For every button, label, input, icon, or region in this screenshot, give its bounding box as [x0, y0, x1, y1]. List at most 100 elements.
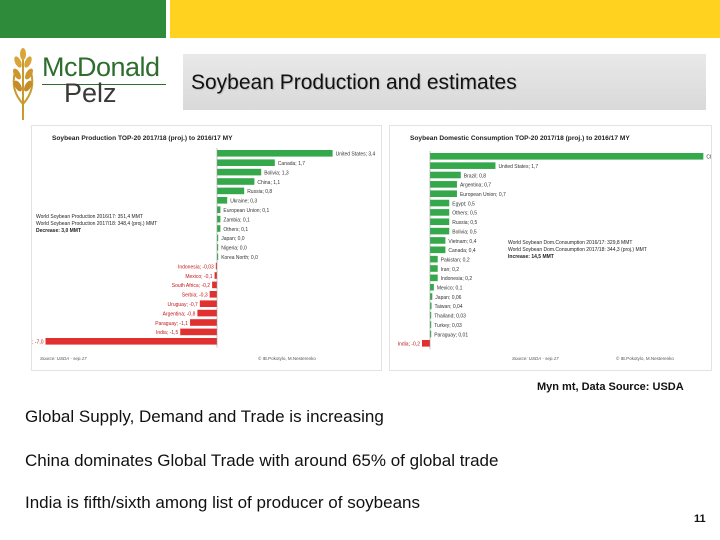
bar	[217, 206, 221, 213]
data-label: Others; 0,5	[452, 211, 477, 217]
annotation-text: World Soybean Production 2016/17: 351,4 …	[36, 214, 143, 220]
bar	[430, 162, 496, 169]
bar	[217, 225, 221, 232]
bar	[430, 265, 438, 272]
consumption-chart-panel: Soybean Domestic Consumption TOP-20 2017…	[389, 125, 712, 371]
production-chart-panel: Soybean Production TOP-20 2017/18 (proj.…	[31, 125, 382, 371]
data-label: Turkey; 0,03	[434, 323, 462, 329]
data-label: Argentina; 0,7	[460, 183, 491, 189]
bullet-point: India is fifth/sixth among list of produ…	[25, 493, 420, 512]
bar	[209, 291, 217, 298]
data-source-caption: Myn mt, Data Source: USDA	[537, 381, 684, 393]
bar	[430, 199, 450, 207]
bar	[430, 293, 433, 300]
bar	[430, 246, 446, 254]
production-chart: Soybean Production TOP-20 2017/18 (proj.…	[32, 135, 376, 361]
wheat-icon	[12, 48, 34, 120]
bar	[215, 262, 217, 270]
bar	[430, 171, 461, 179]
data-label: India; -1,5	[156, 330, 178, 336]
data-label: India; -0,2	[398, 342, 420, 348]
bar	[430, 190, 457, 197]
slide-title-box: Soybean Production and estimates	[183, 54, 706, 110]
bar	[430, 274, 438, 282]
data-label: Egypt; 0,5	[452, 201, 475, 207]
chart-credit: © IB.Pokotylo, M.Nesterenko	[258, 355, 316, 361]
bar	[430, 321, 432, 328]
bar	[430, 255, 438, 263]
bar	[430, 330, 432, 338]
bullet-point: China dominates Global Trade with around…	[25, 451, 499, 470]
logo-divider	[42, 84, 166, 85]
data-label: European Union; 0,1	[223, 208, 269, 214]
bar	[217, 244, 219, 251]
data-label: Japan; 0,06	[435, 295, 461, 301]
slide-title: Soybean Production and estimates	[191, 71, 517, 94]
bar	[214, 272, 217, 279]
bar	[217, 168, 262, 176]
bar	[212, 281, 217, 289]
top-bar-green	[0, 0, 166, 38]
data-label: China; 7,1	[706, 155, 711, 161]
data-label: Mexico; 0,1	[437, 286, 463, 292]
data-label: Bolivia; 0,5	[452, 229, 477, 235]
bar	[430, 302, 432, 310]
bar	[197, 309, 217, 317]
data-label: Brazil; 0,8	[464, 173, 486, 179]
data-label: Canada; 1,7	[278, 161, 305, 167]
consumption-chart: Soybean Domestic Consumption TOP-20 2017…	[398, 135, 711, 361]
data-label: Paraguay; 0,01	[434, 332, 468, 338]
chart-title: Soybean Production TOP-20 2017/18 (proj.…	[52, 135, 233, 142]
data-label: South Africa; -0,2	[172, 283, 211, 289]
annotation-text: Increase: 14,5 MMT	[508, 254, 554, 260]
bar	[430, 153, 704, 160]
data-label: Mexico; -0,1	[185, 274, 212, 280]
data-label: Iran; 0,2	[441, 267, 460, 273]
bar	[45, 338, 217, 345]
annotation-text: World Soybean Production 2017/18: 348,4 …	[36, 221, 157, 227]
bar	[190, 319, 217, 326]
bar	[430, 311, 432, 319]
logo-text-mcdonald: McDonald	[42, 52, 160, 82]
data-label: Pakistan; 0,2	[441, 257, 470, 263]
page-number: 11	[694, 513, 706, 525]
bar	[217, 215, 221, 223]
top-bar-yellow	[170, 0, 720, 38]
chart-source: Source: USDA - sep.17	[40, 356, 87, 361]
data-label: Nigeria; 0,0	[221, 246, 247, 252]
bar	[217, 187, 245, 195]
data-label: Ukraine; 0,3	[230, 199, 257, 205]
bar	[217, 150, 333, 157]
bullet-point: Global Supply, Demand and Trade is incre…	[25, 407, 384, 426]
bar	[422, 340, 430, 347]
data-label: Japan; 0,0	[221, 236, 245, 242]
bar	[217, 253, 219, 260]
data-label: Brazil; -7,0	[32, 340, 44, 346]
bar	[180, 328, 217, 336]
chart-source: Source: USDA - sep.17	[512, 356, 559, 361]
data-label: Russia; 0,5	[452, 220, 477, 226]
data-label: Zambia; 0,1	[223, 217, 250, 223]
bar	[430, 283, 434, 291]
company-logo: McDonald Pelz	[6, 44, 166, 120]
data-label: Vietnam; 0,4	[448, 239, 476, 245]
bar	[430, 209, 450, 216]
data-label: Others; 0,1	[223, 227, 248, 233]
data-label: Thailand; 0,03	[434, 314, 466, 320]
bar	[430, 181, 457, 188]
annotation-text: World Soybean Dom.Consumption 2016/17: 3…	[508, 240, 632, 246]
bar	[217, 159, 275, 166]
bar	[199, 300, 217, 307]
bar	[217, 178, 255, 185]
annotation-text: World Soybean Dom.Consumption 2017/18: 3…	[508, 247, 647, 253]
data-label: Indonesia; -0,03	[178, 264, 214, 270]
chart-title: Soybean Domestic Consumption TOP-20 2017…	[410, 135, 630, 142]
logo-text-pelz: Pelz	[64, 78, 117, 108]
data-label: Indonesia; 0,2	[441, 276, 473, 282]
data-label: China; 1,1	[257, 180, 280, 186]
data-label: Serbia; -0,3	[182, 293, 208, 299]
data-label: Bolivia; 1,3	[264, 170, 289, 176]
data-label: Russia; 0,8	[247, 189, 272, 195]
data-label: United States; 1,7	[498, 164, 538, 170]
bar	[217, 197, 228, 204]
